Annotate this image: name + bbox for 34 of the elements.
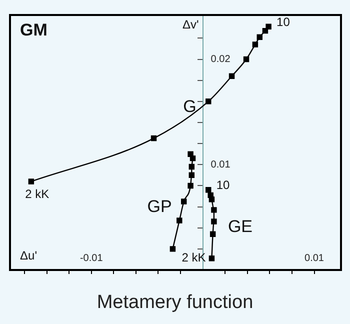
series-label: GP <box>147 197 172 216</box>
annotation: GM <box>20 20 48 40</box>
point <box>188 172 195 178</box>
point <box>210 231 216 238</box>
point <box>228 73 235 79</box>
x-tick-label: -0.01 <box>80 252 104 264</box>
point <box>208 256 215 262</box>
point <box>150 135 157 142</box>
y-tick-label: 0.02 <box>210 54 231 66</box>
point <box>211 218 217 224</box>
annotation: 10 <box>276 14 290 29</box>
series-label: G <box>183 97 196 116</box>
annotation: 10 <box>216 178 230 192</box>
point <box>252 42 258 48</box>
point <box>208 192 214 198</box>
point <box>266 24 272 30</box>
annotation: 2 kK <box>25 186 50 201</box>
point <box>206 98 212 104</box>
x-axis-title: Δu' <box>20 248 37 262</box>
point <box>28 178 34 184</box>
point <box>180 198 187 204</box>
point <box>188 182 194 189</box>
point <box>256 34 263 40</box>
point <box>211 207 217 213</box>
text: Metamery function <box>96 292 254 314</box>
point <box>243 56 250 62</box>
y-axis-title: Δv' <box>182 17 199 32</box>
point <box>170 246 176 252</box>
point <box>176 218 182 224</box>
annotation: 2 kK <box>182 250 206 265</box>
series-label: GE <box>228 217 253 236</box>
point <box>188 151 194 157</box>
point <box>188 164 195 170</box>
point <box>206 187 212 193</box>
